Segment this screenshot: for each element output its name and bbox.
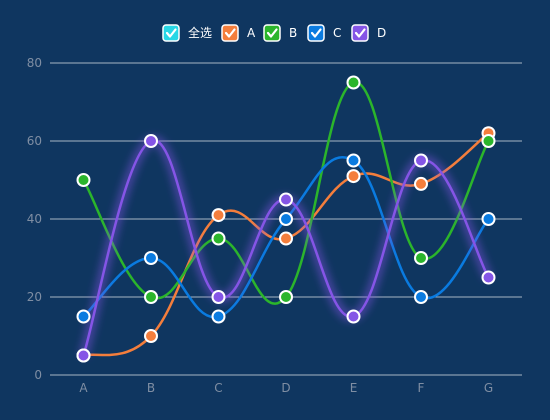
check-icon [266,28,278,38]
legend-label: C [333,26,341,40]
point-d-f[interactable] [414,153,428,168]
x-tick-label: A [79,381,88,395]
legend-checkbox[interactable] [351,24,369,42]
series-d-glow [78,135,493,357]
legend-item-a[interactable]: A [221,24,256,42]
point-c-b[interactable] [144,251,158,265]
check-icon [354,28,366,38]
legend-checkbox[interactable] [263,24,281,42]
point-d-d[interactable] [279,192,293,207]
legend-item-d[interactable]: D [351,24,386,42]
point-a-c[interactable] [211,208,226,223]
point-a-e[interactable] [346,169,361,184]
point-b-b[interactable] [144,290,158,304]
series-d-line [82,139,490,356]
point-b-c[interactable] [211,231,226,246]
point-d-a[interactable] [76,348,91,363]
point-c-f[interactable] [414,290,428,304]
point-d-c[interactable] [211,290,226,304]
y-tick-label: 60 [27,134,42,148]
legend-label: 全选 [188,25,212,40]
y-tick-label: 0 [34,368,42,382]
legend-item-c[interactable]: C [307,24,341,42]
point-c-g[interactable] [481,212,496,226]
check-icon [224,28,236,38]
legend-item-b[interactable]: B [263,24,297,42]
point-d-g[interactable] [481,270,496,285]
point-a-d[interactable] [279,231,293,246]
legend-checkbox[interactable] [307,24,325,42]
y-tick-label: 40 [27,212,42,226]
point-c-a[interactable] [76,309,91,324]
point-b-f[interactable] [414,251,428,265]
y-tick-label: 20 [27,290,42,304]
points-layer [76,75,496,363]
axis-layer: 0 20 40 60 80 A B C D E F G [27,56,493,395]
point-a-f[interactable] [414,176,428,191]
point-d-b[interactable] [144,134,158,148]
point-b-d[interactable] [279,290,293,304]
legend-label: D [377,26,386,40]
x-tick-label: C [214,381,222,395]
legend-checkbox[interactable] [221,24,239,42]
legend-label: B [289,26,297,40]
x-tick-label: F [418,381,425,395]
legend-label: A [247,26,256,40]
point-b-g[interactable] [481,134,496,148]
y-tick-label: 80 [27,56,42,70]
legend-item-select-all[interactable]: 全选 [162,24,212,42]
x-tick-label: E [350,381,358,395]
x-tick-label: G [484,381,493,395]
point-c-d[interactable] [279,212,293,226]
point-c-e[interactable] [346,153,361,168]
point-a-b[interactable] [144,329,158,343]
check-icon [310,28,322,38]
x-tick-label: D [281,381,290,395]
legend-checkbox[interactable] [162,24,180,42]
point-c-c[interactable] [211,309,226,324]
point-b-a[interactable] [76,173,91,187]
point-b-e[interactable] [346,75,361,90]
x-tick-label: B [147,381,155,395]
legend: 全选 A B C D [162,24,386,42]
check-icon [165,28,177,38]
point-d-e[interactable] [346,309,361,324]
